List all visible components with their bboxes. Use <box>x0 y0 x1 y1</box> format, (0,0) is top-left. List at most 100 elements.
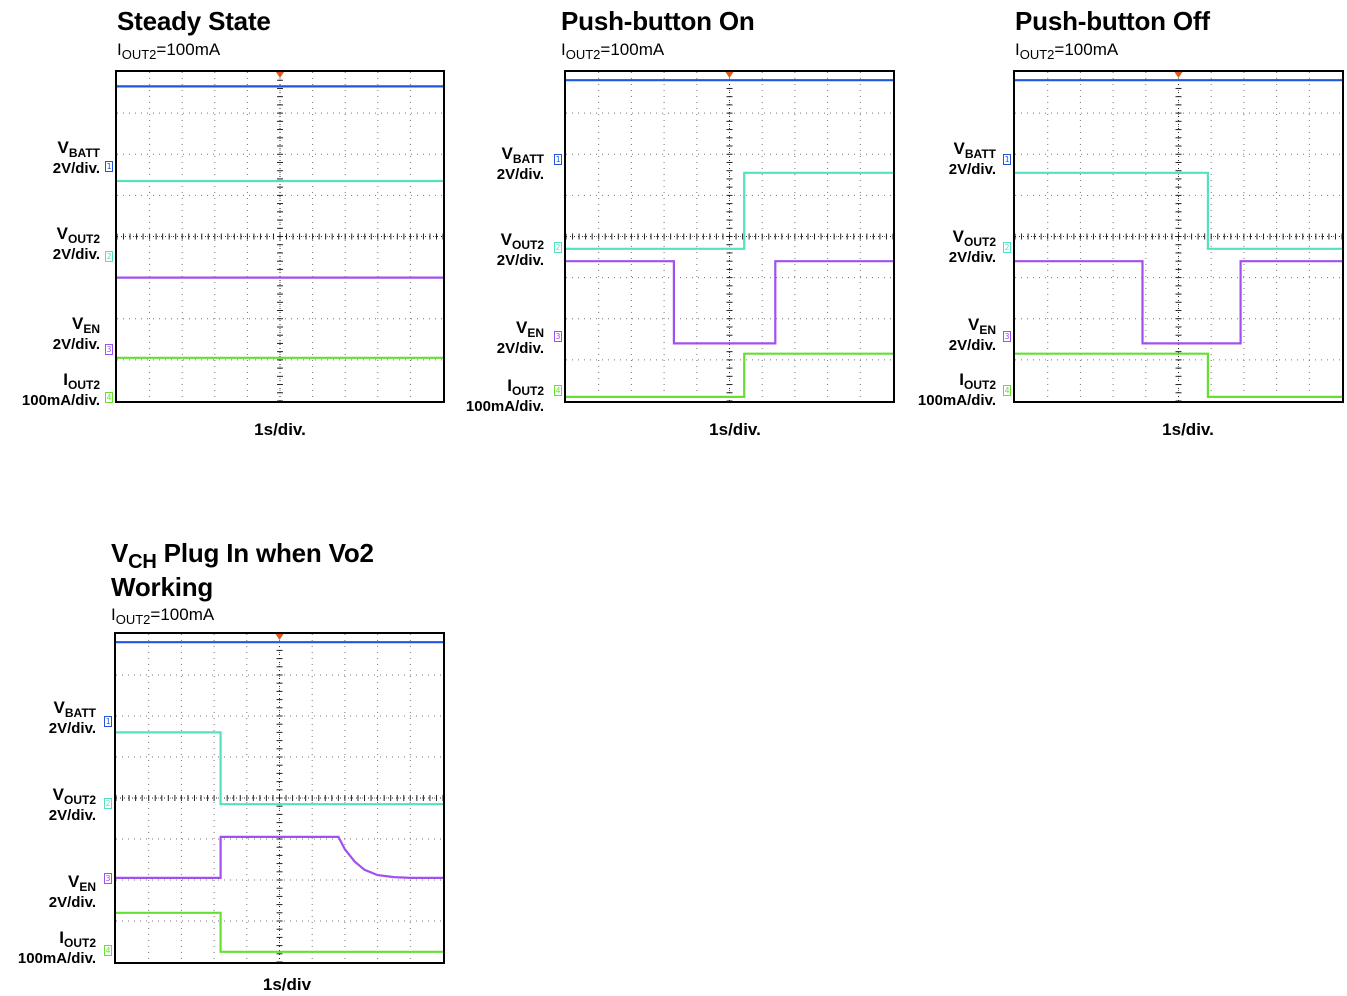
channel-marker-4: 4 <box>1003 385 1011 396</box>
trigger-marker <box>1174 72 1183 78</box>
trace-iout2 <box>566 352 893 398</box>
panel-condition: IOUT2=100mA <box>111 605 214 630</box>
panel-title: Push-button Off <box>1015 6 1210 36</box>
channel-subscript: EN <box>527 326 544 340</box>
channel-scale: 100mA/div. <box>465 398 544 415</box>
channel-name: IOUT2 <box>18 929 96 951</box>
channel-subscript: BATT <box>964 147 996 161</box>
channel-subscript: OUT2 <box>511 384 544 398</box>
grid <box>1015 72 1342 401</box>
trigger-marker <box>275 634 284 640</box>
channel-scale: 2V/div. <box>496 166 544 183</box>
channel-subscript: OUT2 <box>67 378 100 392</box>
channel-symbol: V <box>56 224 68 243</box>
title-text: Plug In when Vo2 <box>156 538 374 568</box>
scope-svg <box>1015 72 1342 401</box>
channel-symbol: V <box>57 138 69 157</box>
panel-title-line-1: VCH Plug In when Vo2 <box>111 538 374 577</box>
channel-scale: 2V/div. <box>48 720 96 737</box>
channel-scale: 2V/div. <box>52 246 100 263</box>
channel-label-2: VOUT2 2V/div. <box>52 224 100 263</box>
panel-title: Push-button On <box>561 6 755 36</box>
channel-scale: 2V/div. <box>48 807 96 824</box>
channel-subscript: EN <box>83 322 100 336</box>
channel-label-3: VEN 2V/div. <box>497 318 544 356</box>
channel-marker-1: 1 <box>105 161 113 172</box>
trigger-marker <box>725 72 734 78</box>
scope-svg <box>116 634 443 962</box>
channel-name: IOUT2 <box>22 370 100 393</box>
trace-ven <box>116 835 443 879</box>
channel-label-1: VBATT 2V/div. <box>496 145 544 183</box>
channel-marker-1: 1 <box>554 154 562 165</box>
trace-vout2 <box>566 171 893 250</box>
channel-subscript: BATT <box>68 146 100 160</box>
x-axis-label: 1s/div <box>262 975 312 994</box>
channel-name: IOUT2 <box>466 377 544 399</box>
title-subscript: CH <box>128 551 157 573</box>
channel-label-2: VOUT2 2V/div. <box>48 785 96 824</box>
channel-symbol: V <box>53 698 65 717</box>
channel-scale: 2V/div. <box>52 160 100 177</box>
channel-subscript: OUT2 <box>963 235 996 249</box>
channel-label-1: VBATT 2V/div. <box>949 140 996 177</box>
condition-symbol: I <box>1015 40 1020 59</box>
channel-label-2: VOUT2 2V/div. <box>948 227 996 266</box>
channel-name: IOUT2 <box>918 370 996 393</box>
trace-iout2 <box>1015 352 1342 398</box>
oscilloscope-display <box>115 70 445 403</box>
channel-symbol: V <box>500 230 512 249</box>
grid <box>117 72 443 401</box>
channel-label-3: VEN 2V/div. <box>53 314 100 352</box>
channel-symbol: V <box>52 785 64 804</box>
channel-label-1: VBATT 2V/div. <box>48 698 96 737</box>
channel-label-4: IOUT2 100mA/div. <box>18 929 96 966</box>
channel-subscript: EN <box>979 323 996 337</box>
channel-marker-2: 2 <box>554 242 562 253</box>
condition-subscript: OUT2 <box>115 612 151 627</box>
channel-subscript: OUT2 <box>63 793 96 807</box>
channel-label-4: IOUT2 100mA/div. <box>917 370 996 409</box>
channel-symbol: V <box>952 227 964 246</box>
channel-marker-4: 4 <box>554 385 562 396</box>
channel-scale: 2V/div. <box>948 249 996 266</box>
channel-marker-4: 4 <box>104 945 112 956</box>
condition-value: =100mA <box>600 40 665 59</box>
panel-condition: IOUT2=100mA <box>117 40 220 65</box>
channel-marker-4: 4 <box>105 392 113 403</box>
channel-name: VBATT <box>949 140 996 162</box>
channel-scale: 100mA/div. <box>21 392 100 409</box>
panel-condition: IOUT2=100mA <box>1015 40 1118 65</box>
channel-subscript: OUT2 <box>67 232 100 246</box>
channel-symbol: I <box>959 370 964 389</box>
panel-condition: IOUT2=100mA <box>561 40 664 65</box>
channel-scale: 2V/div. <box>948 337 996 354</box>
grid <box>116 634 443 962</box>
channel-label-1: VBATT 2V/div. <box>52 138 100 177</box>
channel-name: VEN <box>49 873 96 895</box>
channel-marker-1: 1 <box>104 716 112 727</box>
channel-name: VEN <box>53 314 100 337</box>
channel-scale: 2V/div. <box>48 894 96 911</box>
channel-scale: 100mA/div. <box>917 392 996 409</box>
condition-value: =100mA <box>1054 40 1119 59</box>
scope-svg <box>566 72 893 401</box>
title-symbol: V <box>111 538 129 568</box>
channel-marker-1: 1 <box>1003 154 1011 165</box>
oscilloscope-display <box>114 632 445 964</box>
trigger-marker <box>276 72 284 78</box>
trace-vout2 <box>116 731 443 806</box>
channel-name: VEN <box>497 318 544 341</box>
channel-label-4: IOUT2 100mA/div. <box>465 377 544 415</box>
channel-subscript: BATT <box>512 152 544 166</box>
channel-name: VEN <box>949 316 996 338</box>
channel-symbol: I <box>63 370 68 389</box>
channel-scale: 2V/div. <box>496 252 544 269</box>
channel-name: VBATT <box>497 145 544 167</box>
condition-symbol: I <box>117 40 122 59</box>
condition-symbol: I <box>111 605 116 624</box>
channel-symbol: V <box>515 318 528 337</box>
channel-subscript: OUT2 <box>963 378 996 392</box>
channel-symbol: V <box>71 314 84 333</box>
condition-subscript: OUT2 <box>121 47 157 62</box>
